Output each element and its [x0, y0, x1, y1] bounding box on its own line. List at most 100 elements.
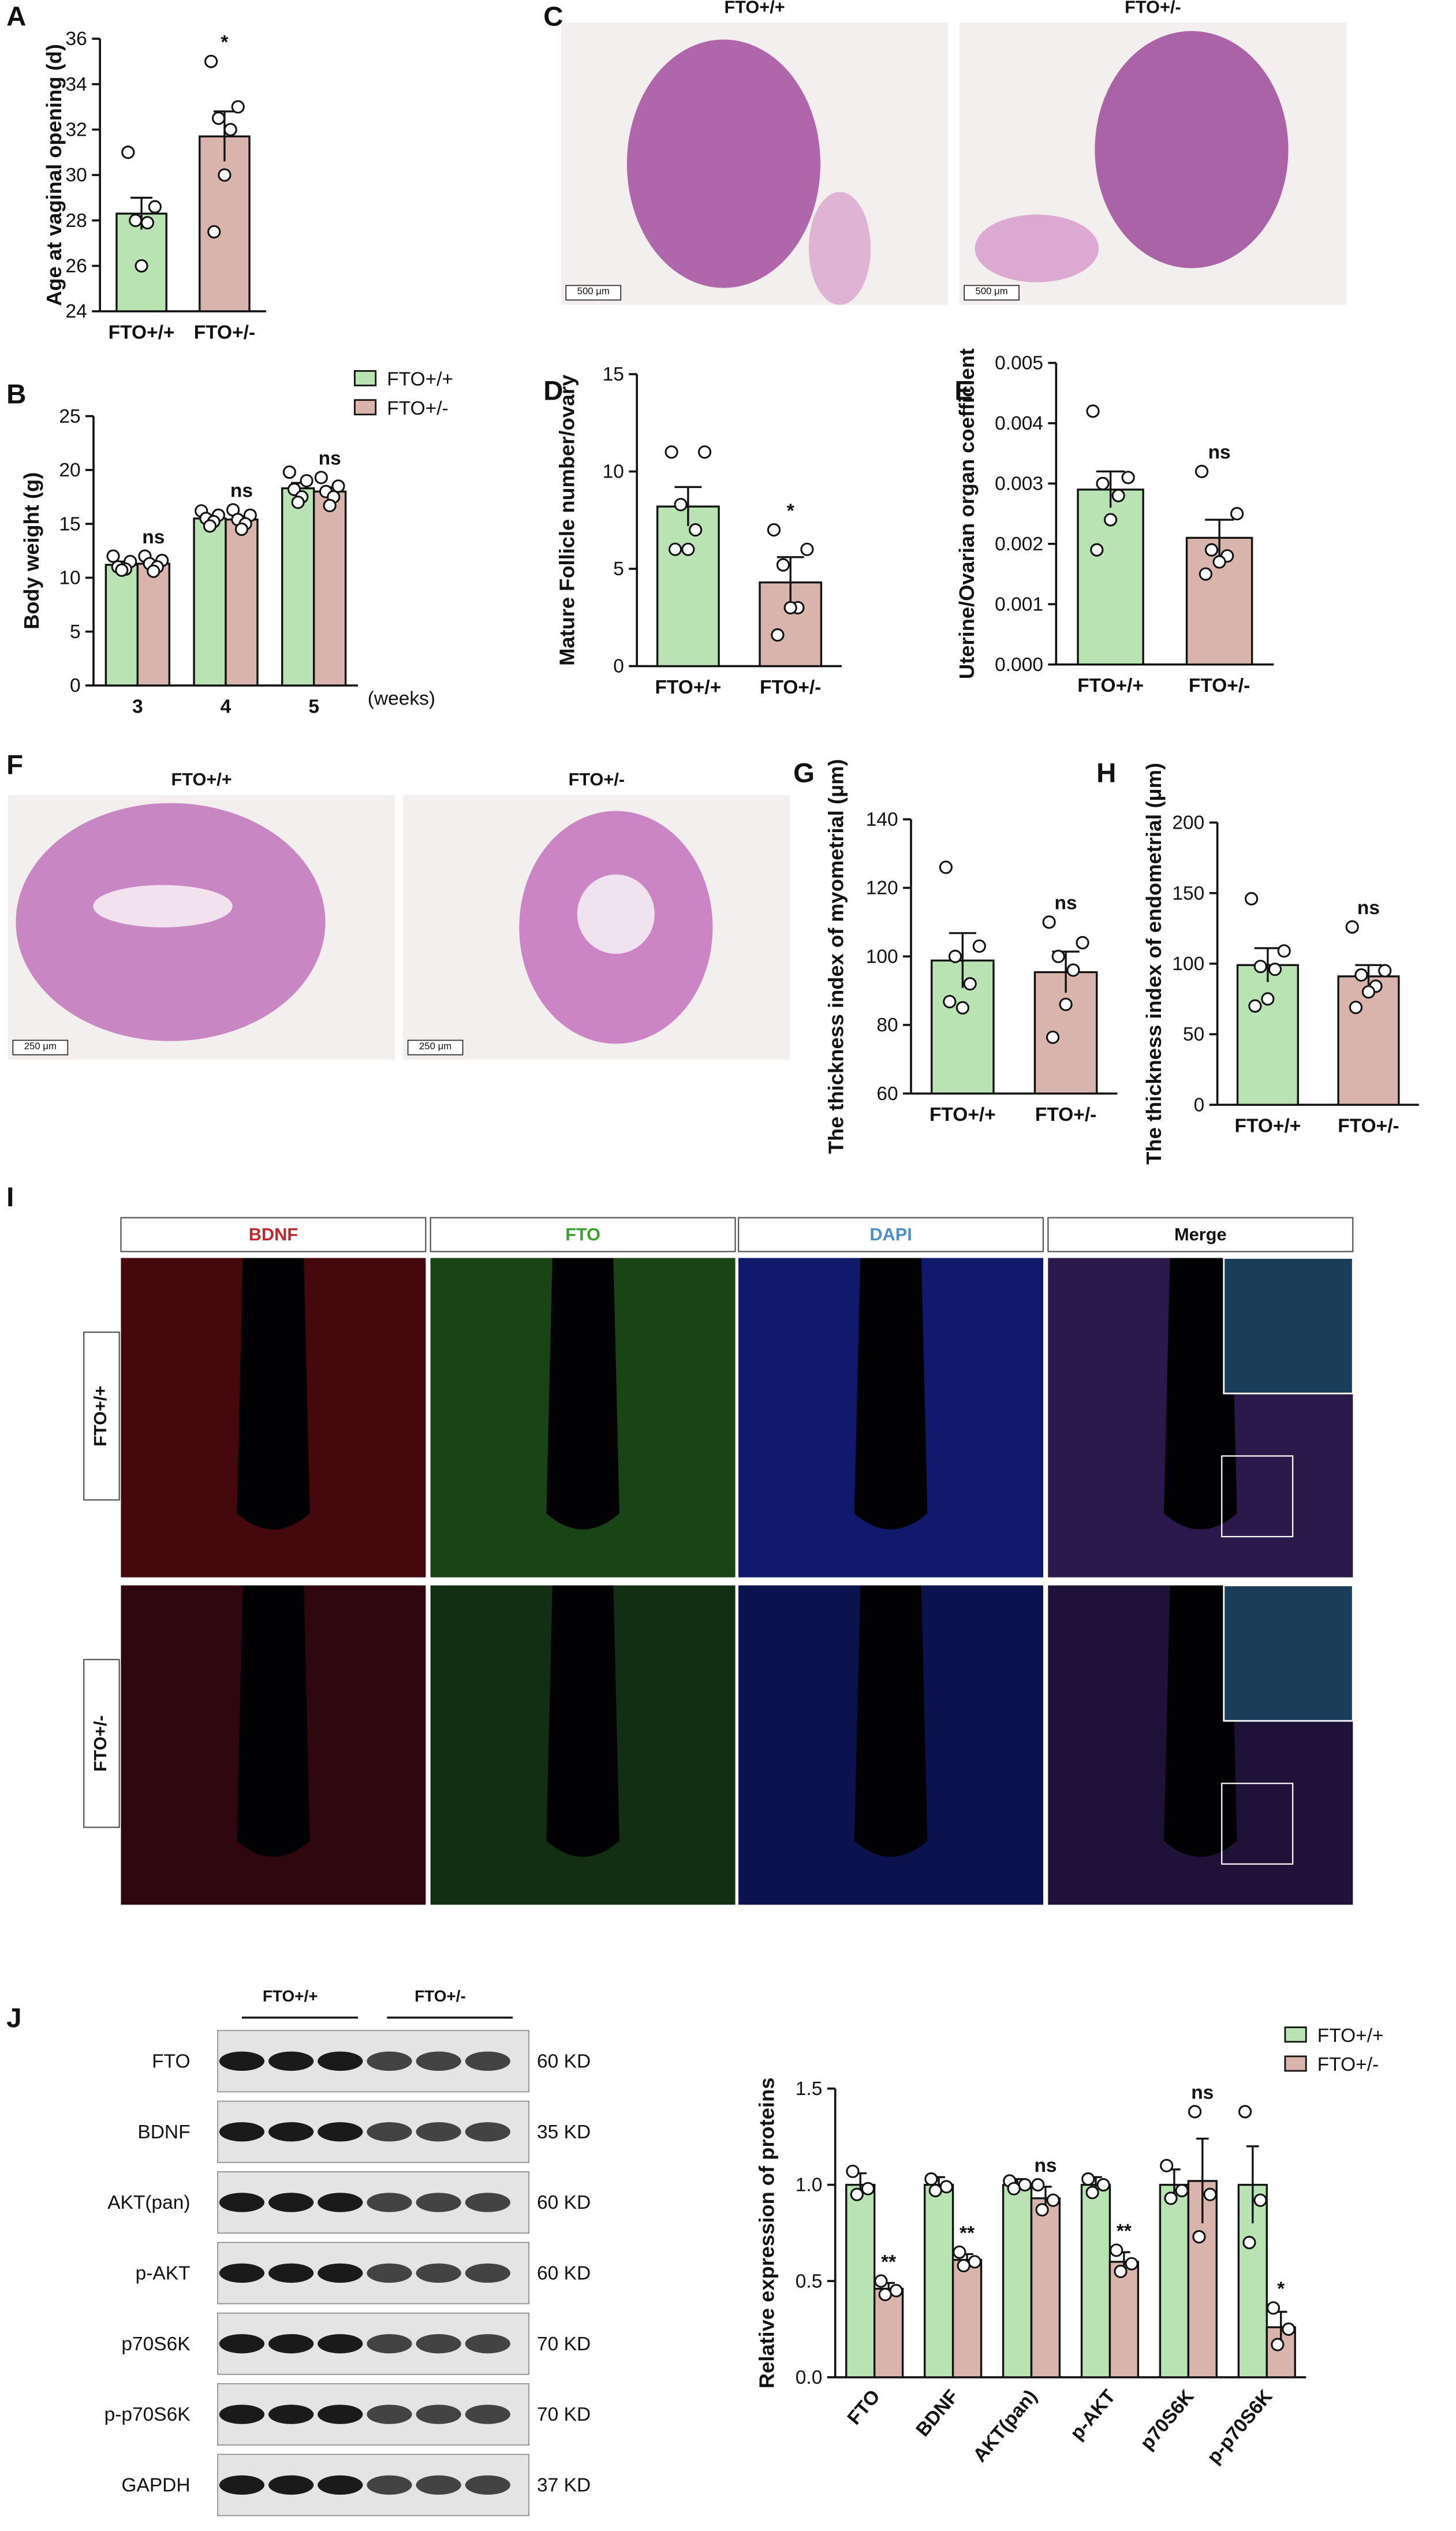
significance-label: ns [1034, 2155, 1056, 2176]
data-point [1066, 963, 1080, 977]
y-tick-label: 36 [66, 28, 87, 50]
data-point [234, 522, 249, 536]
blot-band [416, 2334, 461, 2354]
y-tick-label: 0.003 [995, 474, 1043, 495]
column-header-box [430, 1217, 736, 1253]
error-bar [1205, 519, 1234, 556]
data-point [115, 563, 129, 577]
y-tick-label: 0.001 [995, 594, 1043, 615]
data-point [314, 471, 328, 484]
data-point [231, 100, 245, 114]
data-point [1046, 2193, 1060, 2207]
blot-band [318, 2405, 363, 2424]
data-point [698, 445, 712, 459]
bar [225, 519, 259, 687]
blot-band [219, 2475, 265, 2495]
protein-label: p70S6K [121, 2334, 190, 2355]
blot-band [318, 2263, 363, 2283]
significance-label: * [787, 500, 794, 521]
data-point [878, 2287, 892, 2302]
tissue [577, 874, 655, 954]
blot-band [219, 2122, 265, 2142]
data-point [1277, 944, 1291, 958]
blot-band [268, 2475, 314, 2495]
data-point [1361, 985, 1376, 999]
data-point [1018, 2178, 1032, 2192]
blot-band [416, 2122, 461, 2142]
y-tick-label: 5 [613, 558, 624, 580]
data-point [1175, 2183, 1189, 2198]
blot-band [219, 2405, 265, 2424]
significance-label: * [1277, 2278, 1285, 2299]
y-tick-label: 0 [1194, 1094, 1205, 1116]
data-point [1104, 513, 1118, 527]
bar [656, 505, 720, 668]
data-point [1345, 920, 1359, 934]
legend-swatch [354, 399, 377, 416]
y-tick-label: 28 [66, 210, 87, 232]
row-label: FTO+/- [90, 1715, 110, 1772]
data-point [1007, 2182, 1021, 2195]
blot-band [367, 2263, 412, 2283]
y-tick-label: 30 [66, 165, 87, 186]
y-tick-label: 10 [59, 568, 80, 589]
y-tick-label: 100 [1172, 953, 1204, 975]
y-tick-label: 26 [66, 256, 87, 277]
y-tick-label: 0.002 [995, 534, 1043, 555]
blot-band [416, 2475, 461, 2495]
data-point [1349, 1000, 1363, 1015]
tissue [1095, 31, 1289, 269]
lumen [546, 1585, 619, 1857]
data-point [1238, 2105, 1252, 2119]
significance-label: ns [1357, 897, 1380, 919]
blot-band [416, 2263, 461, 2283]
y-tick-label: 0.000 [995, 654, 1043, 676]
blot-band [465, 2405, 510, 2424]
data-point [203, 519, 217, 533]
blot-band [318, 2334, 363, 2354]
y-tick-label: 60 [876, 1083, 898, 1105]
blot-band [367, 2405, 412, 2424]
data-point [223, 122, 237, 136]
blot-band [416, 2193, 461, 2212]
data-point [1230, 506, 1244, 521]
bar [1080, 2183, 1111, 2379]
y-tick-label: 120 [866, 878, 898, 899]
data-point [121, 146, 135, 159]
panel-letter: E [954, 376, 973, 407]
blot-band [416, 2405, 461, 2424]
panel-letter: I [6, 1182, 14, 1213]
blot-band [268, 2051, 314, 2071]
data-point [1253, 960, 1267, 974]
y-tick-label: 1.5 [796, 2078, 823, 2100]
panel-letter: C [543, 2, 563, 32]
panel-letter: H [1096, 758, 1116, 789]
data-point [668, 542, 682, 556]
image-title: FTO+/+ [724, 0, 785, 17]
bar [924, 2183, 954, 2379]
y-tick-label: 0.005 [995, 353, 1043, 374]
blot-band [367, 2051, 412, 2071]
y-tick-label: 15 [59, 513, 80, 535]
x-tick-label: FTO+/+ [929, 1104, 996, 1125]
data-point [140, 216, 155, 230]
data-point [323, 498, 337, 513]
row-label-box [83, 1331, 120, 1501]
data-point [1076, 935, 1089, 950]
data-point [331, 479, 345, 493]
data-point [943, 994, 957, 1009]
y-tick-label: 10 [603, 461, 624, 483]
blot-band [219, 2334, 265, 2354]
lumen [546, 1258, 619, 1530]
blot-band [268, 2263, 314, 2283]
size-label: 70 KD [537, 2334, 591, 2355]
size-label: 37 KD [537, 2475, 591, 2496]
data-point [1110, 2243, 1123, 2257]
data-point [968, 2255, 981, 2269]
bar [104, 564, 139, 687]
panel-letter: D [543, 376, 563, 407]
data-point [689, 523, 703, 537]
bar [313, 490, 347, 687]
